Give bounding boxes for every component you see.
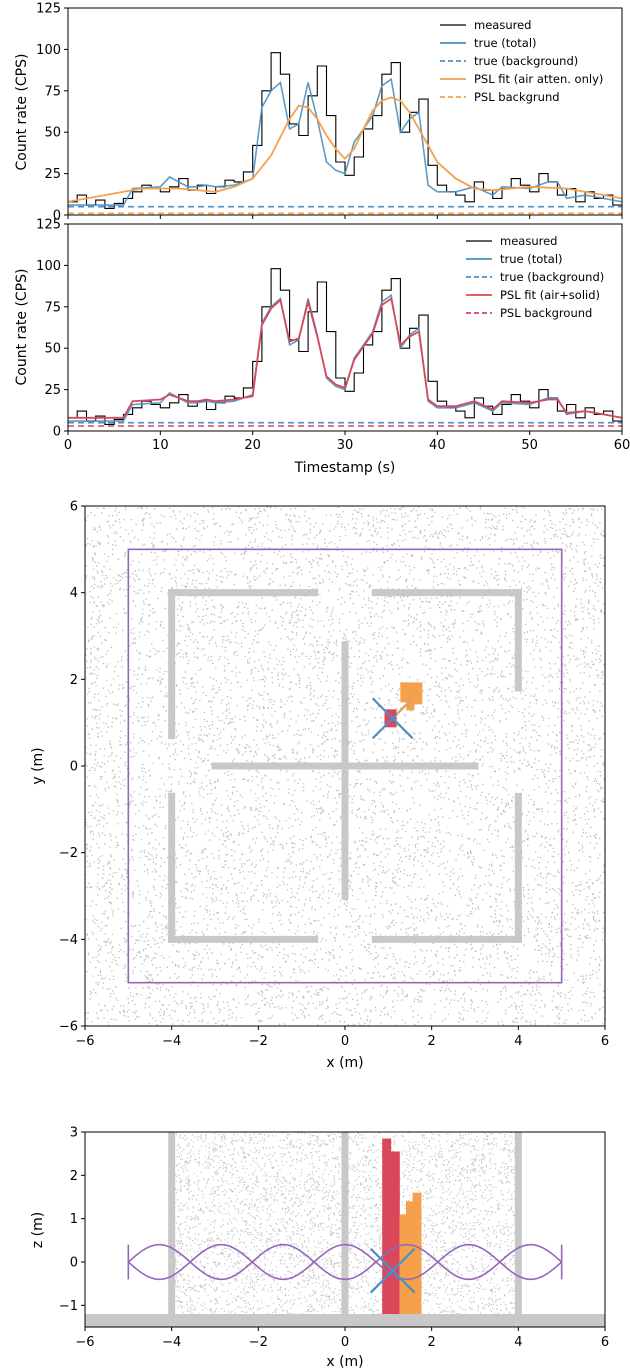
xy-ytick-label: −2 bbox=[59, 846, 78, 861]
bottom-ytick-label: 0 bbox=[53, 425, 61, 440]
xz-wall bbox=[341, 1132, 349, 1327]
top-legend-label: PSL backgrund bbox=[474, 90, 560, 104]
bottom-legend-label: true (total) bbox=[500, 252, 563, 266]
xy-walls bbox=[168, 589, 522, 943]
bottom-ylabel: Count rate (CPS) bbox=[14, 269, 30, 386]
xy-direction-arrow bbox=[395, 695, 416, 716]
xy-ytick-label: 2 bbox=[70, 673, 78, 688]
xz-xtick-label: 2 bbox=[428, 1335, 436, 1350]
bottom-ytick-label: 125 bbox=[36, 218, 61, 233]
top-legend-label: measured bbox=[474, 18, 531, 32]
bottom-legend-label: PSL background bbox=[500, 306, 592, 320]
xz-orange-source bbox=[406, 1201, 415, 1314]
xz-red-source bbox=[382, 1138, 392, 1314]
bottom-ytick-label: 50 bbox=[44, 342, 61, 357]
xz-ytick-label: 0 bbox=[70, 1256, 78, 1271]
xz-xlabel: x (m) bbox=[326, 1354, 363, 1370]
xy-xtick-label: −2 bbox=[249, 1034, 268, 1049]
xy-ytick-label: −4 bbox=[59, 933, 78, 948]
xy-map-panel: −6 −4 −2 0 2 4 6 −6 −4 −2 0 2 4 6 y (m) x (m) bbox=[30, 500, 609, 1072]
xy-ytick-label: 4 bbox=[70, 586, 78, 601]
xz-red-source bbox=[390, 1151, 400, 1314]
xy-xtick-label: −6 bbox=[75, 1034, 94, 1049]
bottom-series-psl-fit-air-solid- bbox=[68, 296, 622, 419]
xz-orange-source bbox=[399, 1214, 409, 1314]
bottom-xtick-label: 0 bbox=[64, 438, 72, 453]
xz-xtick-label: −4 bbox=[162, 1335, 181, 1350]
bottom-legend: measured true (total) true (background) PSL… bbox=[466, 234, 604, 320]
top-series-psl-fit-air-atten-only- bbox=[68, 96, 622, 203]
bottom-xtick-label: 60 bbox=[614, 438, 630, 453]
bottom-series-true-total- bbox=[68, 293, 622, 422]
top-ytick-label: 0 bbox=[53, 209, 61, 224]
xz-ytick-label: 2 bbox=[70, 1169, 78, 1184]
xy-ytick-label: 0 bbox=[70, 760, 78, 775]
bottom-legend-label: PSL fit (air+solid) bbox=[500, 288, 600, 302]
bottom-xtick-label: 50 bbox=[521, 438, 538, 453]
xz-wall bbox=[514, 1132, 522, 1327]
xy-ytick-label: 6 bbox=[70, 500, 78, 515]
xz-wall bbox=[168, 1132, 176, 1327]
bottom-xtick-label: 30 bbox=[337, 438, 354, 453]
xy-measurement-path bbox=[127, 548, 563, 984]
top-ytick-label: 100 bbox=[36, 43, 61, 58]
xy-xtick-label: 6 bbox=[601, 1034, 609, 1049]
xz-orange-source bbox=[412, 1192, 422, 1314]
xz-ylabel: z (m) bbox=[30, 1212, 46, 1248]
top-ytick-label: 25 bbox=[44, 167, 61, 182]
top-series-true-total- bbox=[68, 77, 622, 206]
xy-ytick-label: −6 bbox=[59, 1020, 78, 1035]
bottom-xtick-label: 20 bbox=[244, 438, 261, 453]
bottom-xlabel: Timestamp (s) bbox=[294, 460, 396, 476]
bottom-ytick-label: 100 bbox=[36, 259, 61, 274]
xz-xtick-label: 6 bbox=[601, 1335, 609, 1350]
bottom-count-rate-panel: 0 10 20 30 40 50 60 0 25 50 75 100 125 Count rate (C… bbox=[14, 218, 630, 477]
xy-xlabel: x (m) bbox=[326, 1055, 363, 1071]
bottom-ytick-label: 25 bbox=[44, 383, 61, 398]
xy-xtick-label: 2 bbox=[428, 1034, 436, 1049]
xz-xtick-label: 4 bbox=[514, 1335, 522, 1350]
xz-elevation-panel: −6 −4 −2 0 2 4 6 −1 0 1 2 3 z (m) x (m) bbox=[30, 1126, 609, 1371]
xz-path-curve bbox=[127, 1243, 563, 1281]
top-ytick-label: 75 bbox=[44, 84, 61, 99]
bottom-legend-label: true (background) bbox=[500, 270, 604, 284]
top-legend-label: PSL fit (air atten. only) bbox=[474, 72, 603, 86]
xz-points bbox=[171, 1132, 520, 1316]
top-legend-label: true (background) bbox=[474, 54, 578, 68]
xz-xtick-label: −6 bbox=[75, 1335, 94, 1350]
top-ytick-label: 50 bbox=[44, 126, 61, 141]
bottom-ytick-label: 75 bbox=[44, 300, 61, 315]
xz-ytick-label: 1 bbox=[70, 1212, 78, 1227]
top-legend-label: true (total) bbox=[474, 36, 537, 50]
top-legend: measured true (total) true (background) PSL… bbox=[440, 18, 603, 104]
xz-xtick-label: 0 bbox=[341, 1335, 349, 1350]
xz-ytick-label: 3 bbox=[70, 1126, 78, 1141]
xz-cross-line bbox=[369, 1247, 416, 1294]
xz-xtick-label: −2 bbox=[249, 1335, 268, 1350]
top-ytick-label: 125 bbox=[36, 2, 61, 17]
xy-ylabel: y (m) bbox=[30, 747, 46, 784]
xz-ytick-label: −1 bbox=[59, 1299, 78, 1314]
bottom-xtick-label: 10 bbox=[152, 438, 169, 453]
xy-xtick-label: 4 bbox=[514, 1034, 522, 1049]
xy-orange-source bbox=[400, 682, 423, 711]
bottom-xtick-label: 40 bbox=[429, 438, 446, 453]
xz-path-curve bbox=[127, 1243, 563, 1281]
bottom-legend-label: measured bbox=[500, 234, 557, 248]
top-count-rate-panel: 0 25 50 75 100 125 Count rate (CPS) measured t… bbox=[14, 2, 623, 224]
xy-xtick-label: 0 bbox=[341, 1034, 349, 1049]
xy-xtick-label: −4 bbox=[162, 1034, 181, 1049]
top-ylabel: Count rate (CPS) bbox=[14, 54, 30, 171]
